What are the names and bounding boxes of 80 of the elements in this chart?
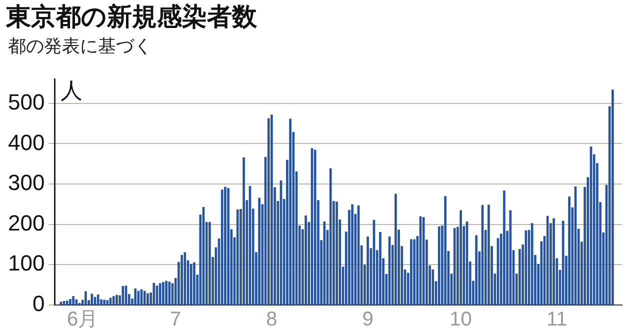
bar	[60, 302, 62, 304]
bar	[413, 239, 416, 304]
bar	[143, 290, 146, 304]
y-tick-label: 0	[32, 291, 45, 316]
bar	[509, 210, 512, 304]
y-tick-label: 400	[8, 130, 45, 155]
bar	[193, 262, 196, 304]
bar	[453, 228, 456, 304]
chart-title: 東京都の新規感染者数	[6, 1, 257, 33]
bar	[503, 190, 506, 304]
bar	[180, 255, 183, 304]
bar	[438, 226, 440, 304]
bar	[220, 190, 224, 304]
bar	[530, 223, 534, 304]
bar	[208, 222, 211, 304]
y-tick-label: 300	[8, 170, 45, 196]
bar	[518, 248, 521, 304]
bar	[72, 296, 74, 304]
bar	[165, 280, 168, 304]
bar	[84, 291, 87, 304]
chart-subtitle: 都の発表に基づく	[8, 35, 152, 58]
bar	[224, 186, 226, 304]
bar	[66, 300, 68, 304]
bar	[258, 198, 260, 304]
bar	[122, 286, 124, 304]
bar	[267, 118, 270, 304]
bar	[270, 114, 273, 304]
x-tick-label: 11	[546, 308, 568, 331]
bar	[524, 230, 528, 304]
bar	[184, 252, 186, 304]
bar	[475, 235, 478, 304]
x-tick-label: 6月	[67, 308, 98, 331]
y-tick-label: 500	[8, 89, 45, 114]
bar	[304, 215, 307, 304]
y-axis-title: 人	[60, 78, 83, 104]
bar	[366, 236, 369, 304]
bar	[236, 209, 239, 304]
bar	[351, 204, 354, 304]
bar	[612, 90, 614, 304]
bar	[314, 150, 316, 304]
bar	[75, 299, 78, 304]
bar	[336, 202, 338, 304]
bar	[242, 157, 245, 304]
bar	[422, 217, 425, 304]
bar	[106, 300, 109, 304]
bar	[137, 290, 140, 304]
bar	[190, 264, 192, 304]
bar	[410, 239, 412, 304]
bar	[562, 220, 564, 304]
bar	[552, 218, 555, 304]
bar	[134, 288, 136, 304]
bar	[227, 188, 230, 304]
bar	[394, 194, 397, 304]
x-tick-label: 7	[170, 308, 182, 331]
bar	[162, 282, 164, 304]
bar	[146, 293, 149, 304]
bar	[96, 294, 100, 304]
bar	[323, 222, 326, 304]
bar	[329, 168, 332, 304]
bar	[289, 118, 292, 304]
bar	[432, 270, 434, 304]
bar	[103, 300, 106, 304]
x-tick-label: 8	[266, 308, 278, 331]
bar	[379, 232, 382, 304]
x-tick-label: 9	[362, 308, 374, 331]
y-tick-label: 200	[8, 210, 45, 236]
bar	[152, 282, 156, 304]
bar	[90, 294, 94, 304]
bar	[460, 210, 462, 304]
y-tick-label: 100	[8, 250, 45, 276]
bar	[158, 283, 162, 304]
bar	[444, 196, 446, 304]
bar	[546, 216, 549, 304]
bar	[488, 204, 490, 304]
x-tick-label: 10	[450, 308, 472, 331]
bar	[116, 294, 118, 304]
bar	[568, 196, 570, 304]
bar	[69, 298, 72, 304]
bar	[112, 296, 115, 304]
bar	[168, 282, 171, 304]
